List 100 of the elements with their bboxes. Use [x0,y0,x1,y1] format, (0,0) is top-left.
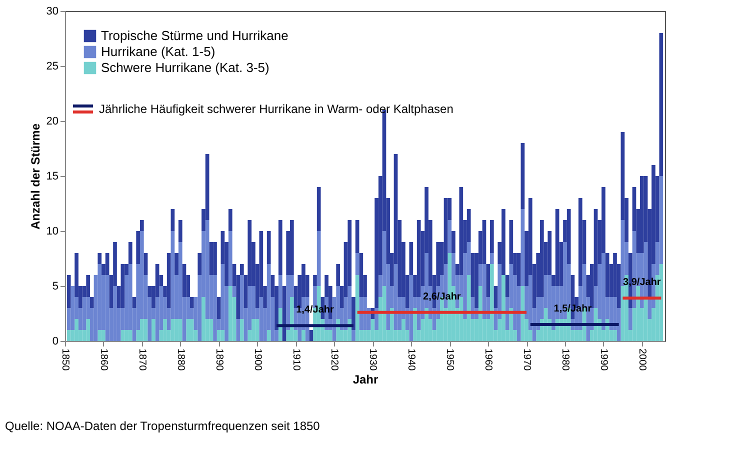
bar [166,253,171,308]
bar [482,220,486,264]
y-tick-label: 20 [46,116,58,128]
x-tick-label: 1950 [444,348,456,372]
bar [259,297,264,341]
bar [90,297,94,308]
bar [190,319,194,341]
bar [213,275,217,341]
bar [120,264,125,308]
y-tick-label: 30 [46,6,58,18]
bar [98,330,102,341]
bar [182,264,186,297]
bar [509,308,514,341]
bar [144,253,148,275]
x-tick-label: 2000 [636,348,648,372]
bar [202,297,206,341]
x-tick-label: 1960 [482,348,494,372]
bar [140,220,144,231]
bar [86,275,90,297]
bar [66,330,71,341]
bar [278,275,282,308]
bar [205,220,210,319]
annotation: 2,6/Jahr [423,291,461,302]
annotation: 3,9/Jahr [623,277,661,288]
bar [578,198,582,286]
x-tick-label: 1900 [252,348,263,372]
bar [266,231,271,264]
x-tick-label: 1920 [328,348,340,372]
y-axis-title: Anzahl der Stürme [28,123,42,230]
bar [409,275,414,341]
bar [102,330,106,341]
bar [170,319,175,341]
bar [355,253,360,275]
bar [152,319,156,341]
bar [459,297,464,341]
bar [255,319,260,341]
bar [236,319,240,341]
bar [209,319,214,341]
bar [209,242,214,275]
source-note: Quelle: NOAA-Daten der Tropensturmfrequenzen seit 1850 [5,419,320,433]
y-tick-label: 15 [46,170,58,182]
bar [390,308,394,341]
bar [105,275,110,341]
bar [266,330,271,341]
bar [609,297,614,330]
bar [316,231,321,286]
bar [402,319,406,341]
bar [316,187,321,231]
x-tick-label: 1970 [521,348,532,372]
bar [355,220,360,253]
bar [113,286,117,341]
bar [478,286,482,341]
bar [416,220,421,297]
bar [490,220,494,253]
bar [240,264,244,275]
bar [144,319,148,341]
bar [186,319,190,341]
bar [86,319,90,341]
annotation: 1,5/Jahr [554,304,592,314]
bar [286,275,290,330]
bar [336,264,340,286]
bar [228,209,232,231]
bar [602,253,606,330]
bar [505,275,510,297]
bar [409,242,414,275]
bar [359,253,364,297]
bar [220,330,225,341]
x-tick-label: 1870 [136,348,148,372]
bar [232,286,236,297]
y-tick-label: 25 [46,60,58,72]
bar [82,297,86,330]
legend-label: Schwere Hurrikane (Kat. 3-5) [101,60,270,75]
bar [198,253,202,275]
bar [128,242,132,264]
bar [566,209,571,264]
bar [213,242,217,275]
bar [120,330,125,341]
bar [352,330,356,341]
x-tick-label: 1980 [560,348,570,372]
bar [190,297,194,308]
y-tick-label: 10 [46,226,58,238]
bar [466,275,471,341]
y-tick-label: 5 [52,280,58,292]
bar [228,286,232,341]
bar [516,253,521,286]
bar [98,253,102,264]
bar [459,187,464,275]
y-tick-label: 0 [52,336,58,348]
bar [613,330,617,341]
bar [105,253,110,275]
x-axis-title: Jahr [352,372,378,387]
x-tick-label: 1880 [174,348,186,372]
bar [502,209,506,275]
x-tick-label: 1940 [406,348,417,372]
bar [555,209,560,286]
bar [302,330,306,341]
bar [290,297,294,341]
bar [278,220,282,275]
bar [605,253,610,297]
x-tick-label: 1860 [98,348,109,372]
